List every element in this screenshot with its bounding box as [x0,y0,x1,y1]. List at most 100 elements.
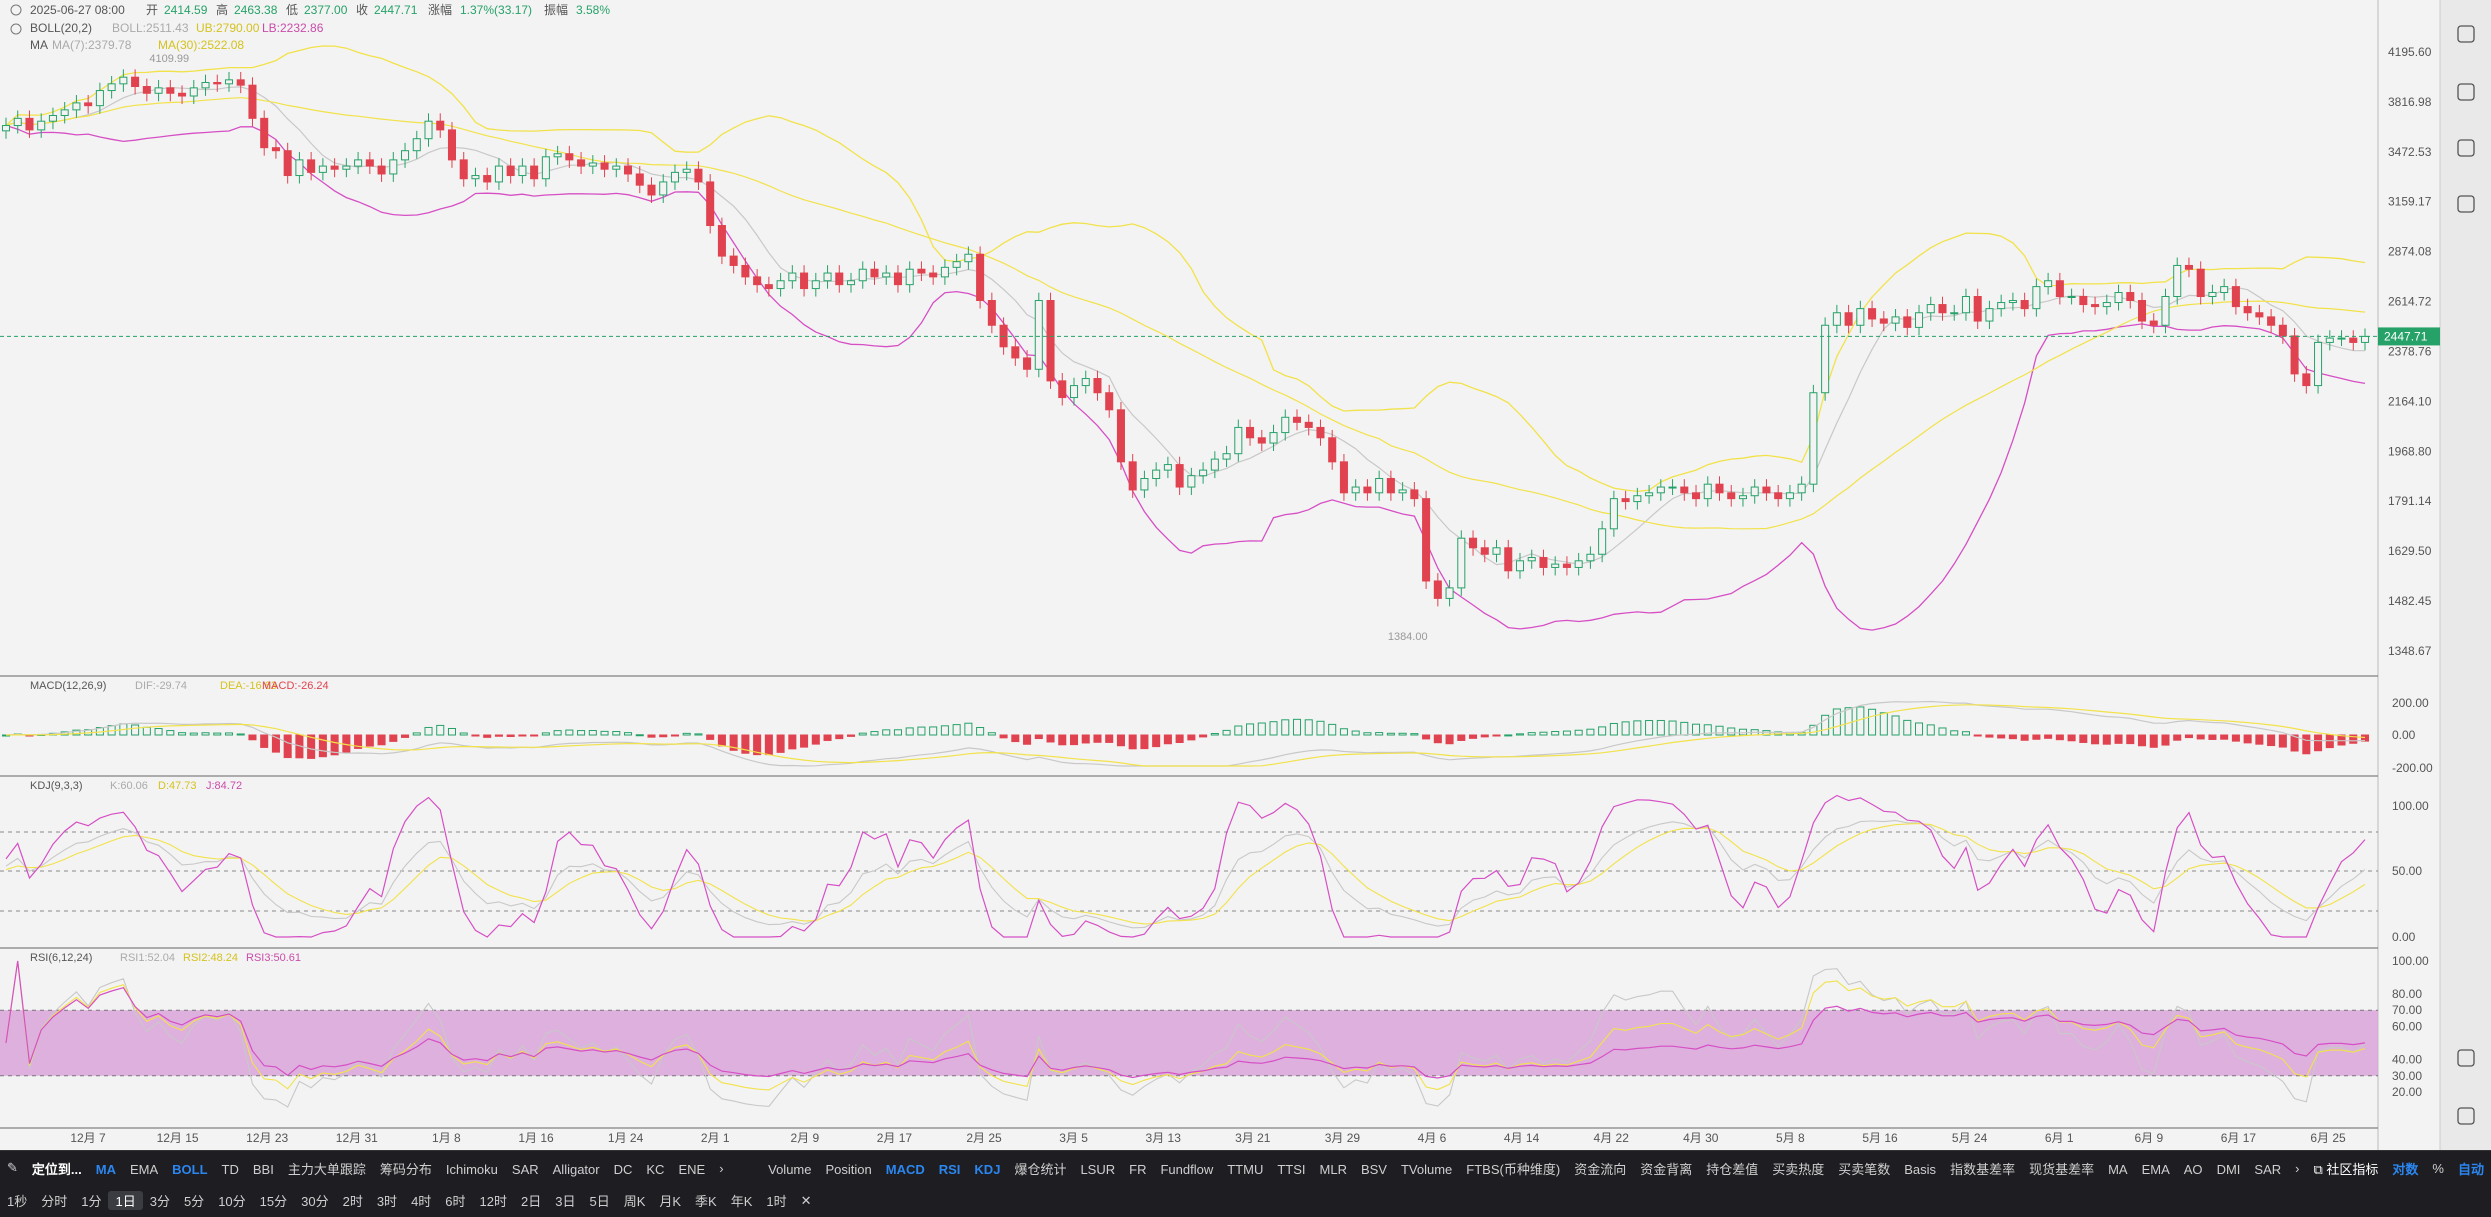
candle-body-195[interactable] [2290,335,2299,375]
sub-indicator-25[interactable]: AO [2183,1161,2203,1177]
candle-body-142[interactable] [1668,486,1677,489]
timeframe-12[interactable]: 6时 [445,1194,466,1209]
sub-indicator-12[interactable]: BSV [1360,1161,1387,1177]
main-indicator-9[interactable]: Alligator [552,1161,600,1177]
candle-body-81[interactable] [952,261,961,268]
candle-body-153[interactable] [1797,483,1806,494]
candle-body-39[interactable] [459,159,468,180]
sub-indicator-19[interactable]: 买卖笔数 [1838,1161,1891,1177]
candle-body-193[interactable] [2267,316,2276,326]
candle-body-48[interactable] [565,153,574,161]
timeframe-11[interactable]: 4时 [411,1194,432,1209]
timeframe-1[interactable]: 分时 [41,1194,68,1209]
main-indicator-4[interactable]: BBI [252,1161,274,1177]
candle-body-51[interactable] [600,162,609,170]
candle-body-187[interactable] [2196,268,2205,298]
candle-body-126[interactable] [1480,547,1489,555]
candle-body-125[interactable] [1469,537,1478,549]
candle-body-9[interactable] [107,83,116,92]
candle-body-33[interactable] [389,159,398,175]
candle-body-83[interactable] [976,253,985,302]
timeframe-10[interactable]: 3时 [376,1194,398,1209]
candle-body-3[interactable] [37,120,46,131]
candle-body-64[interactable] [753,276,762,286]
candle-body-181[interactable] [2126,292,2135,302]
candle-body-14[interactable] [166,87,175,94]
sub-indicator-22[interactable]: 现货基差率 [2029,1161,2095,1177]
candle-body-117[interactable] [1375,478,1384,494]
candle-body-0[interactable] [1,125,11,132]
locate-button[interactable]: 定位到... [31,1161,82,1177]
candle-body-156[interactable] [1832,312,1841,326]
candle-body-82[interactable] [964,253,973,263]
candle-body-4[interactable] [48,115,57,122]
candle-body-106[interactable] [1246,426,1255,439]
sub-indicator-5[interactable]: 爆仓统计 [1014,1161,1067,1177]
timeframe-9[interactable]: 2时 [342,1194,363,1209]
candle-body-139[interactable] [1633,495,1642,503]
candle-body-109[interactable] [1281,416,1290,434]
timeframe-21[interactable]: 1时 [766,1194,787,1209]
candle-body-188[interactable] [2208,292,2217,298]
candle-body-122[interactable] [1433,580,1442,599]
candle-body-182[interactable] [2137,300,2147,322]
candle-body-75[interactable] [882,272,891,278]
main-indicator-0[interactable]: MA [95,1161,116,1177]
candle-body-192[interactable] [2255,312,2264,318]
candle-body-46[interactable] [541,156,550,180]
candle-body-17[interactable] [201,82,210,89]
sub-indicator-14[interactable]: FTBS(币种维度) [1466,1161,1561,1177]
candle-body-130[interactable] [1527,557,1536,562]
candle-body-49[interactable] [577,159,586,167]
candle-body-11[interactable] [131,76,140,88]
drawing-tool-icon[interactable]: ✎ [7,1160,18,1175]
candle-body-159[interactable] [1868,308,1877,320]
sub-indicator-more-icon[interactable]: › [2295,1160,2300,1176]
candle-body-104[interactable] [1222,453,1231,460]
main-indicator-more-icon[interactable]: › [719,1160,724,1176]
candle-body-25[interactable] [295,159,304,177]
candle-body-61[interactable] [717,225,726,257]
candle-body-69[interactable] [811,280,820,290]
timeframe-0[interactable]: 1秒 [7,1194,28,1209]
candle-body-26[interactable] [307,159,316,173]
candle-body-76[interactable] [893,272,902,286]
main-indicator-3[interactable]: TD [221,1161,239,1177]
candle-body-178[interactable] [2091,304,2100,308]
candle-body-175[interactable] [2055,280,2064,298]
candle-body-23[interactable] [271,147,280,152]
candle-body-102[interactable] [1199,469,1208,477]
sub-indicator-13[interactable]: TVolume [1400,1161,1453,1177]
candle-body-129[interactable] [1515,560,1525,572]
main-indicator-2[interactable]: BOLL [172,1161,208,1177]
collapse-header-icon[interactable] [10,4,22,16]
candle-body-10[interactable] [119,76,128,85]
candle-body-174[interactable] [2044,280,2053,288]
candle-body-190[interactable] [2231,286,2240,308]
sub-indicator-8[interactable]: Fundflow [1160,1161,1214,1177]
candle-body-191[interactable] [2243,306,2252,314]
timeframe-8[interactable]: 30分 [301,1194,329,1209]
candle-body-94[interactable] [1105,392,1114,411]
candle-body-173[interactable] [2032,286,2041,310]
timeframe-4[interactable]: 3分 [149,1194,170,1209]
candle-body-112[interactable] [1316,426,1325,439]
candle-body-114[interactable] [1339,461,1348,494]
candle-body-124[interactable] [1457,537,1466,589]
candle-body-74[interactable] [870,268,879,278]
candle-body-65[interactable] [764,284,773,290]
candle-body-162[interactable] [1903,316,1912,328]
candle-body-96[interactable] [1128,461,1137,491]
candle-body-155[interactable] [1821,324,1830,394]
main-indicator-6[interactable]: 筹码分布 [379,1161,432,1177]
candle-body-84[interactable] [987,300,996,326]
main-indicator-8[interactable]: SAR [511,1161,539,1177]
candle-body-141[interactable] [1656,486,1665,494]
main-indicator-5[interactable]: 主力大单跟踪 [287,1161,366,1177]
candle-body-80[interactable] [940,266,949,278]
screen-icon[interactable] [2457,139,2475,157]
candle-body-160[interactable] [1879,318,1888,324]
timeframe-7[interactable]: 15分 [259,1194,288,1209]
main-indicator-12[interactable]: ENE [678,1161,706,1177]
candle-body-15[interactable] [178,92,187,97]
